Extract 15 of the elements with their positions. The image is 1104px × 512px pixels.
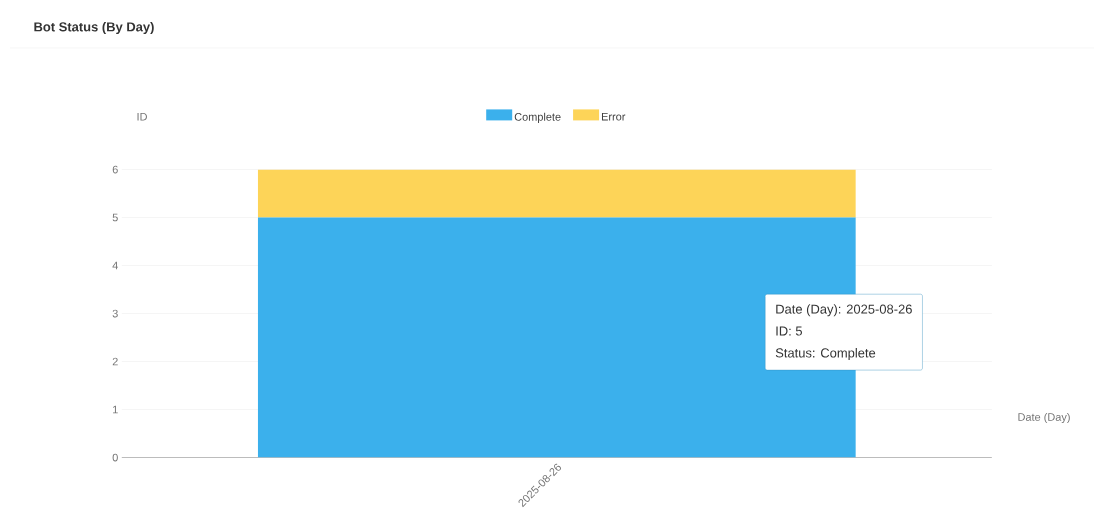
y-tick-label: 5 [112,213,118,222]
y-tick-label: 0 [112,453,118,462]
y-tick-label: 3 [112,309,118,318]
legend-label: Error [601,112,626,121]
annotation: Status: Complete [775,347,876,360]
y-tick-label: 1 [113,405,118,414]
annotation: Date (Day): 2025-08-26 [776,304,912,317]
annotation: ID: 5 [776,326,802,336]
y-tick-label: 4 [112,261,118,270]
y-tick-label: 2 [112,357,118,366]
x-axis-title: Date (Day) [1018,412,1070,423]
chart-title: Bot Status (By Day) [34,21,154,34]
legend-label: Complete [514,112,561,123]
y-axis-title: ID [137,112,147,121]
y-tick-label: 6 [112,165,118,174]
